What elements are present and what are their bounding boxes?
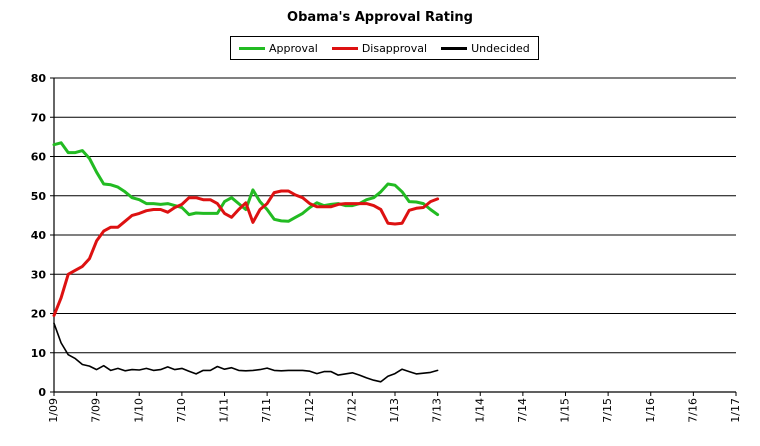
- legend-label-undecided: Undecided: [471, 41, 530, 55]
- legend-swatch-approval: [239, 46, 265, 50]
- x-tick-label-12: 1/15: [559, 398, 572, 423]
- series-line-approval: [52, 141, 440, 223]
- x-tick-label-6: 1/12: [303, 398, 316, 423]
- chart-title: Obama's Approval Rating: [287, 10, 473, 25]
- legend-label-disapproval: Disapproval: [361, 41, 428, 55]
- y-tick-label-50: 50: [31, 190, 47, 203]
- y-tick-label-20: 20: [31, 308, 47, 321]
- x-tick-label-4: 1/11: [218, 398, 231, 423]
- legend: Approval Disapproval Undecided: [230, 36, 539, 60]
- x-tick-label-3: 7/10: [175, 398, 188, 423]
- x-tick-label-2: 1/10: [132, 398, 145, 423]
- legend-item-approval: Approval: [239, 42, 318, 55]
- legend-swatch-disapproval: [331, 46, 358, 50]
- x-tick-label-7: 7/12: [345, 398, 358, 423]
- x-tick-label-13: 7/15: [601, 398, 614, 423]
- series-line-undecided: [53, 322, 439, 383]
- x-tick-label-14: 1/16: [644, 398, 657, 423]
- legend-item-disapproval: Disapproval: [331, 41, 428, 55]
- x-tick-label-9: 7/13: [431, 398, 444, 423]
- y-tick-label-60: 60: [31, 151, 47, 164]
- x-tick-label-8: 1/13: [388, 398, 401, 423]
- y-tick-label-0: 0: [38, 386, 46, 399]
- y-tick-label-80: 80: [31, 72, 47, 85]
- x-tick-label-16: 1/17: [729, 398, 742, 423]
- y-tick-label-70: 70: [31, 111, 47, 124]
- x-tick-label-1: 7/09: [90, 398, 103, 423]
- x-tick-label-0: 1/09: [47, 398, 60, 423]
- y-tick-label-10: 10: [31, 347, 47, 360]
- legend-swatch-undecided: [441, 46, 468, 50]
- x-tick-label-5: 7/11: [260, 398, 273, 423]
- legend-label-approval: Approval: [269, 41, 318, 55]
- legend-item-undecided: Undecided: [441, 42, 530, 55]
- y-tick-label-30: 30: [31, 268, 47, 281]
- y-tick-label-40: 40: [31, 229, 47, 242]
- series-line-disapproval: [52, 189, 440, 317]
- x-tick-label-15: 7/16: [686, 398, 699, 423]
- x-tick-label-10: 1/14: [473, 398, 486, 423]
- x-tick-label-11: 7/14: [516, 398, 529, 423]
